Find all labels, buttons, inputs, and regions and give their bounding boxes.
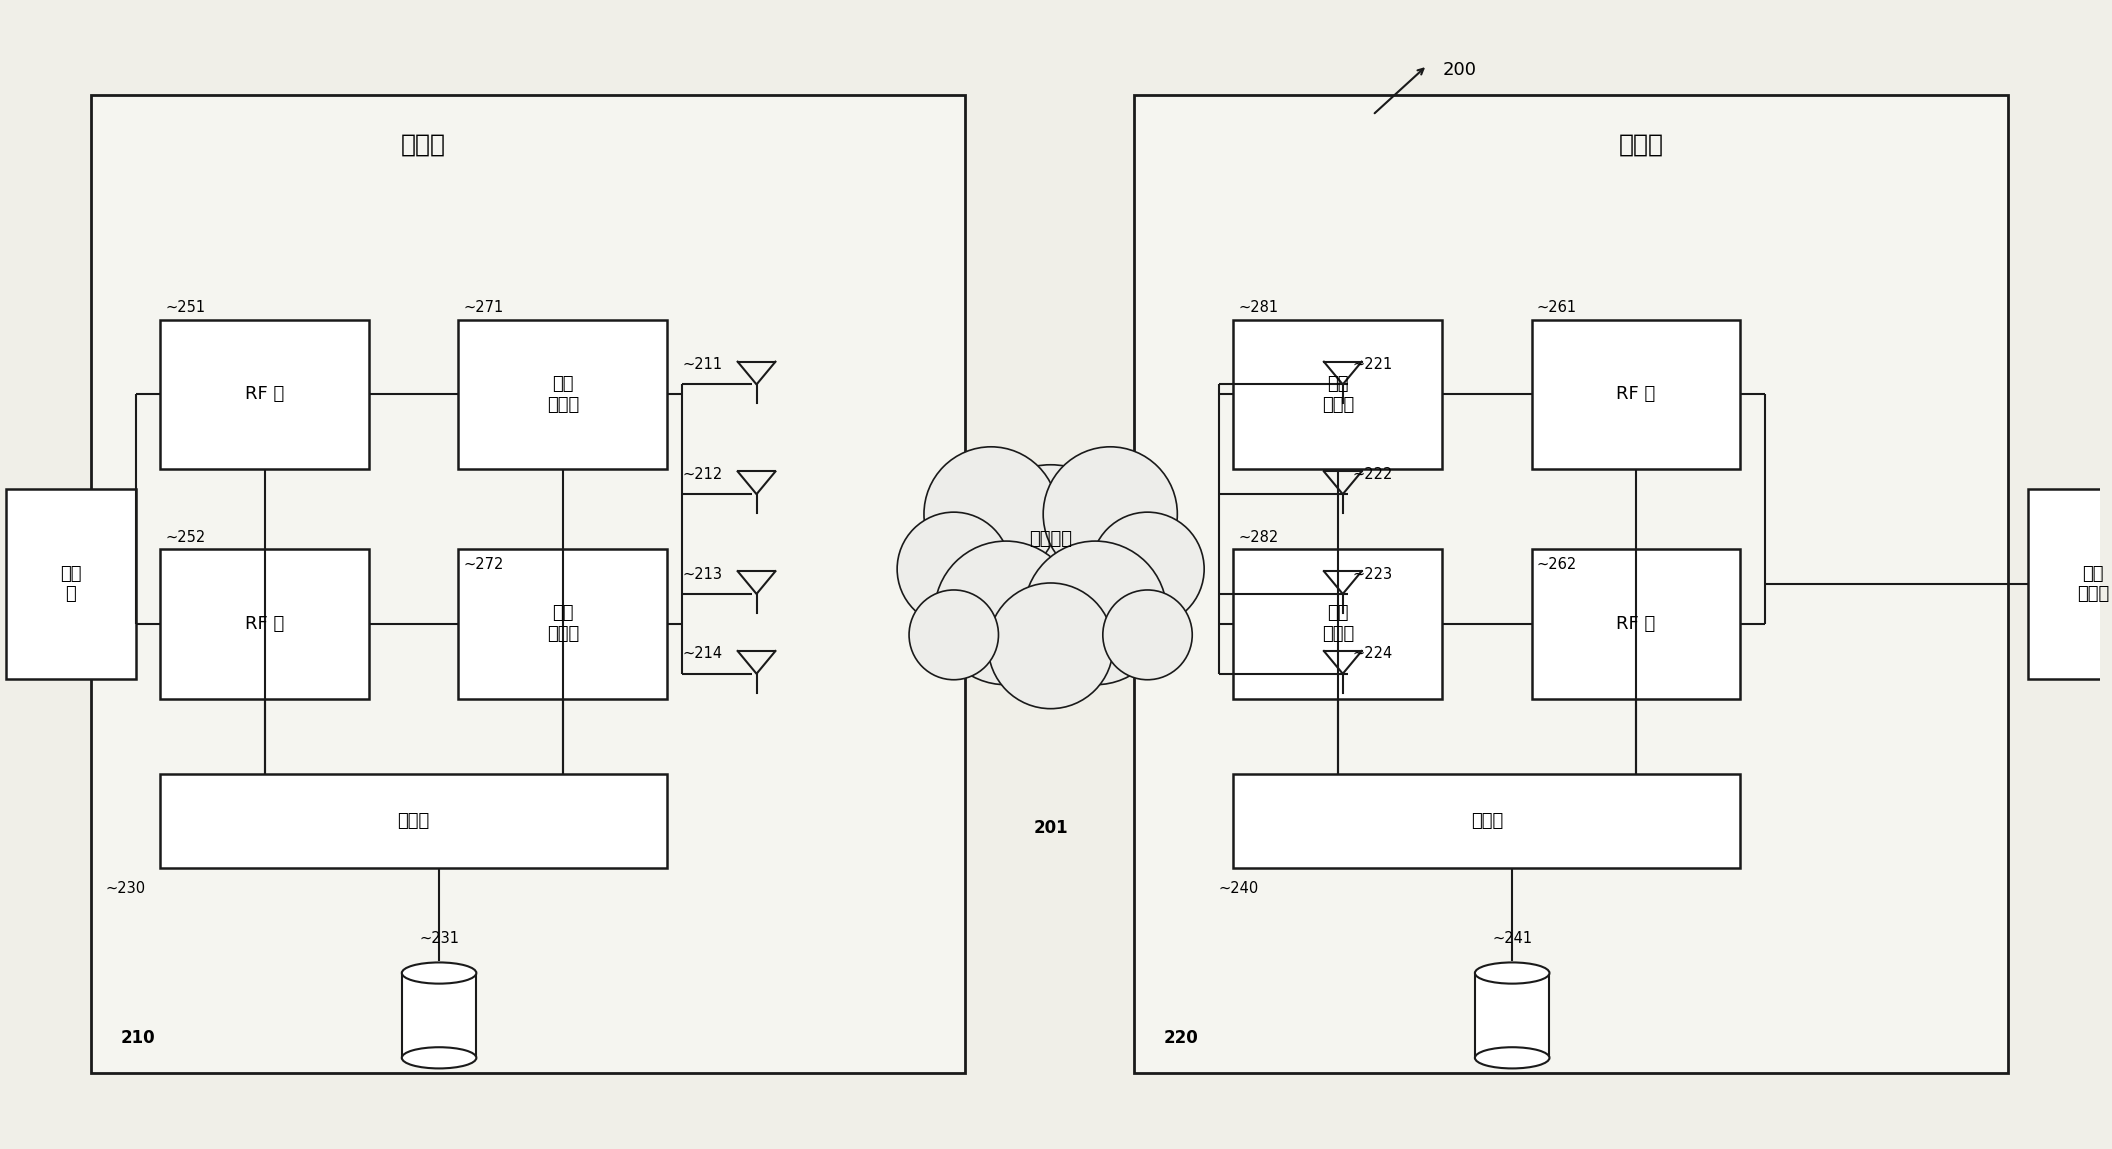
- Circle shape: [898, 512, 1010, 626]
- Text: 通信信道: 通信信道: [1029, 530, 1073, 548]
- FancyBboxPatch shape: [458, 319, 667, 469]
- Circle shape: [988, 583, 1113, 709]
- Text: ~241: ~241: [1493, 931, 1533, 946]
- Text: 控制器: 控制器: [397, 812, 431, 830]
- Text: ~230: ~230: [106, 881, 146, 896]
- Text: ~252: ~252: [165, 530, 205, 545]
- Text: 信号
接收机: 信号 接收机: [2076, 564, 2110, 603]
- Text: ~222: ~222: [1352, 466, 1394, 481]
- Text: ~221: ~221: [1352, 357, 1394, 372]
- Text: 信号
源: 信号 源: [61, 564, 82, 603]
- Text: 控制器: 控制器: [1470, 812, 1504, 830]
- Text: ~282: ~282: [1238, 530, 1278, 545]
- FancyBboxPatch shape: [1233, 773, 1740, 869]
- FancyBboxPatch shape: [1233, 319, 1442, 469]
- FancyBboxPatch shape: [1233, 549, 1442, 699]
- Text: RF 链: RF 链: [245, 615, 285, 633]
- Text: 200: 200: [1442, 61, 1476, 79]
- Text: ~262: ~262: [1538, 556, 1578, 571]
- Text: 发射机: 发射机: [401, 133, 446, 157]
- FancyBboxPatch shape: [6, 489, 135, 679]
- Text: 220: 220: [1164, 1028, 1200, 1047]
- Ellipse shape: [401, 963, 477, 984]
- Circle shape: [1092, 512, 1204, 626]
- Text: ~261: ~261: [1538, 300, 1578, 315]
- FancyBboxPatch shape: [161, 319, 370, 469]
- Circle shape: [1024, 541, 1168, 685]
- Text: 天线
选择器: 天线 选择器: [1322, 375, 1354, 414]
- Circle shape: [1102, 589, 1193, 680]
- Text: 接收机: 接收机: [1618, 133, 1664, 157]
- Bar: [1474, 973, 1550, 1058]
- Text: ~214: ~214: [682, 646, 722, 662]
- Circle shape: [1043, 447, 1176, 581]
- FancyBboxPatch shape: [2028, 489, 2112, 679]
- FancyBboxPatch shape: [458, 549, 667, 699]
- Text: ~223: ~223: [1352, 566, 1392, 581]
- Text: ~211: ~211: [682, 357, 722, 372]
- FancyBboxPatch shape: [1531, 319, 1740, 469]
- Text: ~281: ~281: [1238, 300, 1278, 315]
- FancyBboxPatch shape: [161, 549, 370, 699]
- Text: ~213: ~213: [682, 566, 722, 581]
- Ellipse shape: [1474, 1047, 1550, 1069]
- Text: ~240: ~240: [1219, 881, 1259, 896]
- Text: RF 链: RF 链: [1616, 385, 1656, 403]
- Circle shape: [908, 589, 999, 680]
- FancyBboxPatch shape: [161, 773, 667, 869]
- FancyBboxPatch shape: [1134, 95, 2009, 1073]
- Text: ~212: ~212: [682, 466, 722, 481]
- Text: ~272: ~272: [463, 556, 505, 571]
- FancyBboxPatch shape: [91, 95, 965, 1073]
- Ellipse shape: [401, 1047, 477, 1069]
- Circle shape: [923, 447, 1058, 581]
- Circle shape: [969, 464, 1132, 630]
- Text: 天线
选择器: 天线 选择器: [547, 375, 579, 414]
- Bar: [401, 973, 477, 1058]
- Text: ~251: ~251: [165, 300, 205, 315]
- Circle shape: [934, 541, 1077, 685]
- Text: 201: 201: [1033, 819, 1069, 838]
- Text: ~224: ~224: [1352, 646, 1394, 662]
- Ellipse shape: [1474, 963, 1550, 984]
- Text: 天线
选择器: 天线 选择器: [547, 604, 579, 643]
- Text: 210: 210: [120, 1028, 156, 1047]
- Text: RF 链: RF 链: [1616, 615, 1656, 633]
- Text: 天线
选择器: 天线 选择器: [1322, 604, 1354, 643]
- FancyBboxPatch shape: [1531, 549, 1740, 699]
- Text: RF 链: RF 链: [245, 385, 285, 403]
- Text: ~271: ~271: [463, 300, 503, 315]
- Text: ~231: ~231: [418, 931, 458, 946]
